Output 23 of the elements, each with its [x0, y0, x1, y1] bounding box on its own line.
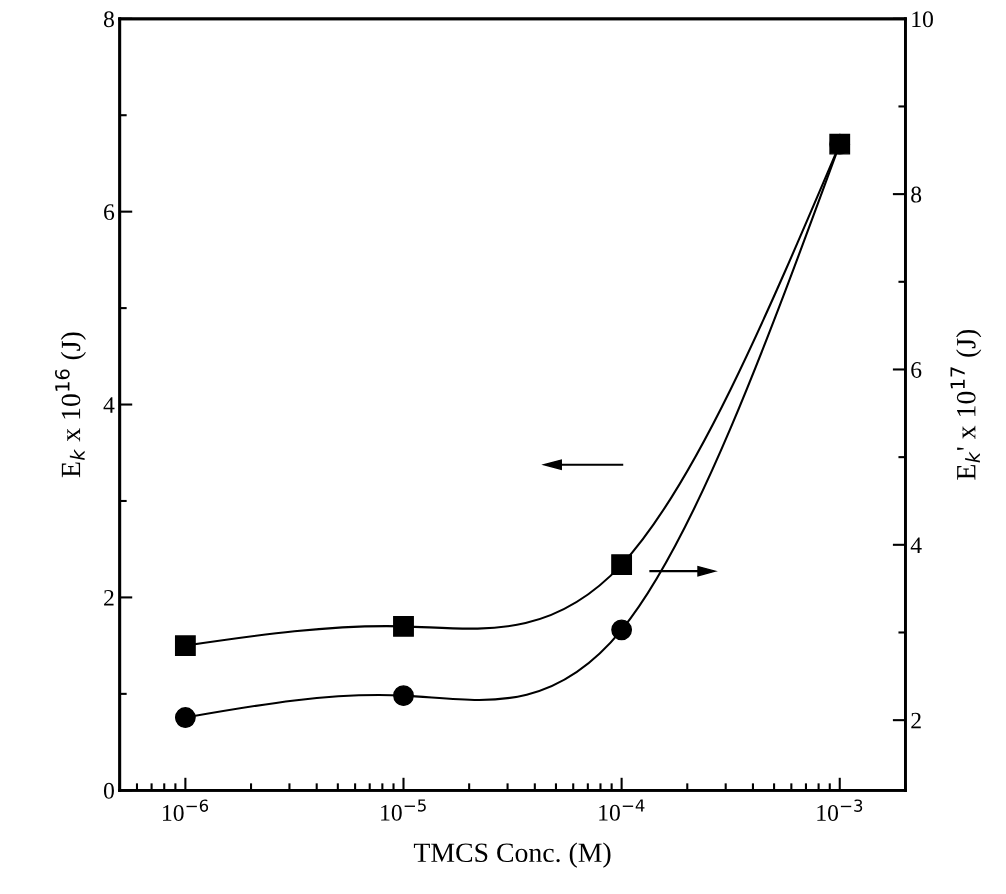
point — [393, 685, 414, 707]
point — [611, 554, 633, 576]
y2-tick-label: 10 — [912, 11, 933, 28]
x-tick-label: 10$^{−5}$ — [381, 799, 426, 821]
y-tick-label: 0 — [103, 782, 114, 799]
y-tick-label: 4 — [103, 397, 115, 413]
x-tick-label: 10$^{−4}$ — [599, 799, 645, 821]
y2-tick-label: 8 — [911, 186, 922, 203]
y2-tick-label: 4 — [910, 537, 922, 553]
y2-tick-label: 2 — [911, 712, 921, 729]
x-tick-label: 10$^{−6}$ — [163, 799, 209, 821]
y-tick-label: 2 — [104, 589, 114, 606]
y-tick-label: 8 — [103, 11, 114, 28]
y-tick-label: 6 — [104, 204, 115, 221]
point — [611, 619, 633, 641]
y2-tick-label: 6 — [911, 362, 922, 378]
x-tick-label: 10$^{−3}$ — [817, 799, 863, 821]
y2-axis-title: E$_{k}$' x 10$^{17}$ (J) — [950, 329, 982, 480]
point — [174, 707, 196, 728]
point — [174, 635, 196, 657]
x-axis-title: TMCS Conc. (M) — [413, 842, 611, 868]
point — [393, 615, 414, 637]
y-axis-title: E$_{k}$ x 10$^{16}$ (J) — [54, 332, 86, 478]
